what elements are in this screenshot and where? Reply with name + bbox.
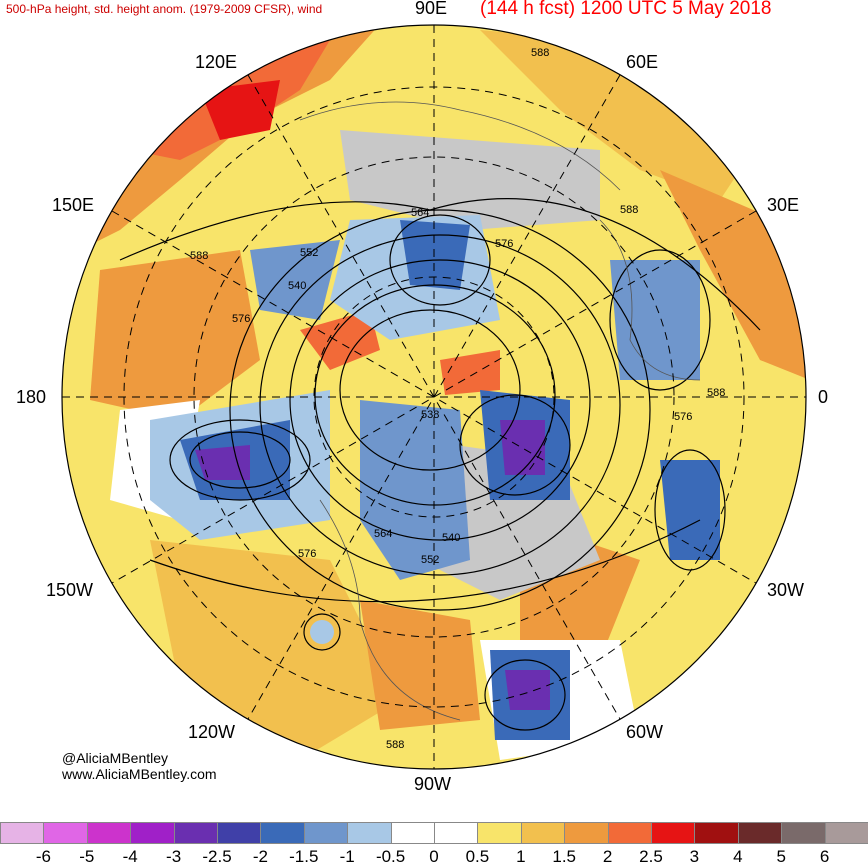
lon-label-120e: 120E (195, 52, 238, 72)
map-boundary (61, 24, 807, 770)
contour-label: 552 (300, 247, 318, 259)
anomaly-negative-hudson (360, 400, 470, 580)
colorbar-swatch (651, 822, 696, 844)
contour-label: 588 (386, 739, 404, 751)
contour-label: 538 (421, 409, 439, 421)
colorbar-swatch (781, 822, 826, 844)
colorbar-swatch (737, 822, 783, 844)
lon-label-60e: 60E (626, 52, 659, 72)
anomaly-negative-n-atlantic (660, 460, 720, 560)
contour-label: 552 (421, 554, 439, 566)
colorbar-tick-label: 0 (429, 847, 439, 866)
colorbar-tick-label: -1.5 (289, 847, 319, 866)
colorbar-swatch (86, 822, 132, 844)
contour-label: 540 (442, 532, 460, 544)
contour-label: 588 (620, 204, 638, 216)
anomaly-negative-w-europe (610, 260, 700, 380)
contour-label: 576 (232, 313, 250, 325)
contour-label: 576 (495, 238, 513, 250)
colorbar-tick-label: -6 (35, 847, 51, 866)
colorbar-swatch (824, 822, 868, 844)
colorbar-tick-label: -5 (79, 847, 95, 866)
credit-website: www.AliciaMBentley.com (62, 766, 217, 782)
colorbar-tick-label: 2 (602, 847, 613, 866)
header-title: 500-hPa height, std. height anom. (1979-… (6, 2, 323, 16)
contour-label: 564 (374, 528, 392, 540)
anomaly-negative-n-russia (250, 240, 340, 320)
colorbar-swatch (173, 822, 218, 844)
colorbar-swatch (607, 822, 652, 844)
colorbar-tick-label: -2 (252, 847, 268, 866)
colorbar: -6 -5 -4 -3 -2.5 -2 -1.5 -1 -0.5 0 0.5 1 1.5 2 2.5 3 4 5 6 (0, 822, 868, 866)
colorbar-swatch (43, 822, 88, 844)
colorbar-swatch (390, 822, 435, 844)
anomaly-negative-small (310, 620, 334, 644)
colorbar-swatch (520, 822, 566, 844)
colorbar-tick-label: -1 (339, 847, 355, 866)
lon-label-150e: 150E (52, 195, 95, 215)
anomaly-positive-barents (300, 310, 380, 370)
contour-label: 588 (531, 47, 549, 59)
map-disc (62, 25, 806, 769)
lon-label-0: 0 (818, 387, 829, 407)
credit-handle: @AliciaMBentley (62, 750, 169, 766)
colorbar-tick-label: 2.5 (639, 847, 663, 866)
lon-label-30w: 30W (767, 580, 805, 600)
colorbar-tick-label: -2.5 (202, 847, 232, 866)
lon-label-120w: 120W (188, 722, 236, 742)
anomaly-positive-asia-max (200, 80, 280, 140)
colorbar-tick-label: 0.5 (465, 847, 490, 866)
header-forecast-time: (144 h fcst) 1200 UTC 5 May 2018 (480, 0, 772, 19)
colorbar-swatch (0, 822, 45, 844)
colorbar-swatch (347, 822, 392, 844)
colorbar-tick-label: -3 (166, 847, 182, 866)
contour-label: 576 (298, 548, 316, 560)
colorbar-tick-label: 6 (819, 847, 830, 866)
anomaly-negative-greenland-max (500, 420, 545, 475)
lon-label-90w: 90W (414, 774, 452, 794)
lon-label-90e: 90E (415, 0, 448, 18)
lon-label-150w: 150W (46, 580, 94, 600)
anomaly-positive-arctic (440, 350, 500, 395)
colorbar-tick-label: 1 (516, 847, 526, 866)
contour-label: 540 (288, 280, 306, 292)
colorbar-swatch (477, 822, 522, 844)
colorbar-tick-label: -0.5 (375, 847, 406, 866)
colorbar-swatch (130, 822, 175, 844)
contour-label-group: 588 588 564 552 576 540 576 588 538 576 … (190, 47, 725, 751)
contour-label: 576 (674, 411, 692, 423)
anomaly-negative-atlantic-max (505, 670, 550, 710)
coastlines (299, 101, 701, 721)
colorbar-tick-label: 1.5 (552, 847, 577, 866)
colorbar-swatch (217, 822, 262, 844)
colorbar-tick-label: 3 (689, 847, 700, 866)
lon-label-30e: 30E (767, 195, 800, 215)
anomaly-negative-alaska-max (195, 445, 250, 480)
lon-label-180: 180 (16, 387, 47, 407)
height-contours (119, 198, 761, 731)
colorbar-swatch (564, 822, 609, 844)
contour-label: 588 (707, 387, 725, 399)
polar-grid (62, 25, 806, 769)
contour-label: 588 (190, 250, 208, 262)
colorbar-swatch (303, 822, 349, 844)
anomaly-negative-siberia-core (400, 220, 470, 290)
colorbar-swatch (694, 822, 739, 844)
colorbar-tick-label: 4 (733, 847, 743, 866)
colorbar-swatch (434, 822, 479, 844)
anomaly-positive-usa (360, 600, 480, 730)
colorbar-tick-label: 5 (776, 847, 786, 866)
colorbar-tick-label: -4 (122, 847, 138, 866)
colorbar-swatch (260, 822, 305, 844)
lon-label-60w: 60W (626, 722, 664, 742)
contour-label: 564 (411, 207, 429, 219)
